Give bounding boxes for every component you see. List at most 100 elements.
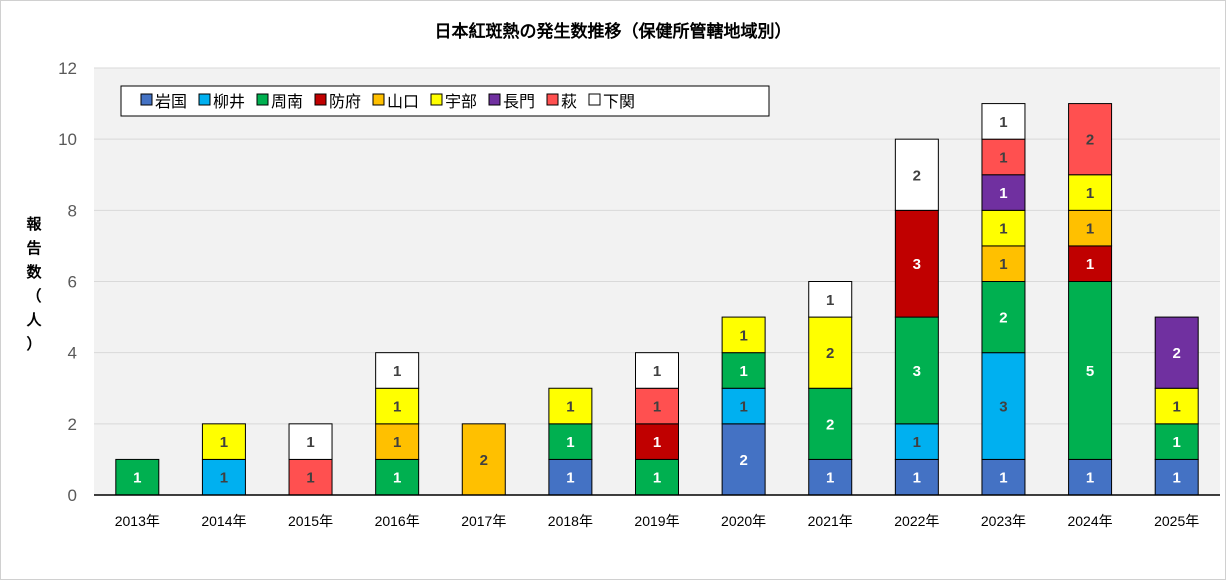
legend-swatch xyxy=(488,93,501,106)
bar-segment xyxy=(1068,281,1113,460)
data-label: 2 xyxy=(826,345,834,362)
y-axis-label-char: （ xyxy=(26,287,41,305)
bar-segment xyxy=(201,423,246,460)
bar-segment xyxy=(894,458,939,496)
legend-entry: 防府 xyxy=(329,92,361,111)
data-label: 1 xyxy=(999,185,1007,202)
legend-swatch xyxy=(372,93,385,106)
data-label: 1 xyxy=(306,434,314,451)
x-tick-label: 2023年 xyxy=(981,513,1026,529)
bar-segment xyxy=(981,103,1026,140)
data-label: 1 xyxy=(999,470,1007,487)
legend-entry: 萩 xyxy=(561,92,577,111)
legend-box xyxy=(120,85,770,117)
data-label: 1 xyxy=(999,114,1007,131)
legend-swatch xyxy=(430,93,443,106)
chart-title: 日本紅斑熱の発生数推移（保健所管轄地域別） xyxy=(435,21,792,42)
bar-segment xyxy=(1068,103,1113,176)
data-label: 1 xyxy=(826,292,834,309)
data-label: 2 xyxy=(1086,132,1094,149)
data-label: 5 xyxy=(1086,363,1094,380)
bar-segment xyxy=(894,316,939,425)
y-tick-label: 10 xyxy=(58,130,77,149)
legend: 岩国 柳井 周南 防府 山口 宇部 長門 萩 下関 xyxy=(120,85,770,117)
y-tick-label: 6 xyxy=(68,273,77,292)
legend-swatch xyxy=(140,93,153,106)
bar-segment xyxy=(635,352,679,389)
data-label: 1 xyxy=(1173,470,1181,487)
y-axis-label-char: 報 xyxy=(26,215,42,233)
bar-segment xyxy=(981,174,1026,211)
bar-segment xyxy=(1068,174,1113,211)
data-label: 1 xyxy=(653,399,661,416)
legend-swatch xyxy=(314,93,327,106)
y-axis-label: 報告数 （ 人 ） xyxy=(26,215,42,353)
data-label: 1 xyxy=(393,399,401,416)
bar-segment xyxy=(635,387,679,425)
x-tick-label: 2016年 xyxy=(375,513,420,529)
data-label: 2 xyxy=(999,310,1007,327)
data-label: 1 xyxy=(1173,434,1181,451)
x-tick-label: 2024年 xyxy=(1067,513,1112,529)
legend-entry: 宇部 xyxy=(445,92,477,111)
x-tick-label: 2015年 xyxy=(288,513,333,529)
bar-segment xyxy=(894,423,939,460)
data-label: 2 xyxy=(739,452,747,469)
legend-entry: 柳井 xyxy=(213,92,245,111)
y-tick-label: 2 xyxy=(68,415,77,434)
x-tick-label: 2020年 xyxy=(721,513,766,529)
data-label: 1 xyxy=(220,434,228,451)
data-label: 1 xyxy=(133,470,141,487)
data-label: 1 xyxy=(393,470,401,487)
legend-swatch xyxy=(198,93,211,106)
bar-segment xyxy=(1154,458,1199,496)
y-tick-label: 4 xyxy=(68,344,77,363)
bar-segment xyxy=(375,387,420,425)
x-axis-ticks: 2013年 2014年 2015年 2016年 2017年 2018年 2019年 2020年… xyxy=(115,513,1200,529)
data-label: 1 xyxy=(739,363,747,380)
legend-swatch xyxy=(588,93,601,106)
data-label: 1 xyxy=(653,434,661,451)
bar-segment xyxy=(1154,423,1199,460)
y-axis-label-char: 人 xyxy=(26,311,42,329)
bar-segment xyxy=(1154,387,1199,425)
data-label: 2 xyxy=(1173,345,1181,362)
data-label: 3 xyxy=(999,399,1007,416)
data-label: 1 xyxy=(1086,185,1094,202)
data-label: 2 xyxy=(913,167,921,184)
data-label: 3 xyxy=(913,363,921,380)
x-tick-label: 2014年 xyxy=(201,513,246,529)
bar-segment xyxy=(981,209,1026,247)
data-label: 1 xyxy=(653,363,661,380)
x-tick-label: 2025年 xyxy=(1154,513,1199,529)
x-tick-label: 2018年 xyxy=(548,513,593,529)
bars: 1 1 1 1 1 1 1 1 1 2 1 1 1 1 1 1 1 2 1 1 1 1 2 2 1 1 1 3 3 2 1 3 2 1 1 1 1 1 1 5… xyxy=(115,103,1199,496)
data-label: 1 xyxy=(306,470,314,487)
bar-segment xyxy=(288,423,333,460)
legend-entry: 岩国 xyxy=(155,92,187,111)
x-tick-label: 2013年 xyxy=(115,513,160,529)
y-axis-label-char: 告 xyxy=(26,239,41,257)
bar-segment xyxy=(808,316,853,389)
bar-segment xyxy=(635,458,679,496)
bar-segment xyxy=(981,281,1026,354)
data-label: 1 xyxy=(566,470,574,487)
bar-segment xyxy=(894,138,939,211)
y-axis-ticks: 0 2 4 6 8 10 12 xyxy=(58,59,77,505)
legend-swatch xyxy=(546,93,559,106)
bar-segment xyxy=(981,138,1026,176)
data-label: 1 xyxy=(1086,470,1094,487)
data-label: 1 xyxy=(913,470,921,487)
legend-swatch xyxy=(256,93,269,106)
y-tick-label: 8 xyxy=(68,201,77,220)
legend-entry: 山口 xyxy=(387,92,419,111)
data-label: 1 xyxy=(1086,256,1094,273)
bar-segment xyxy=(115,458,160,496)
data-label: 1 xyxy=(653,470,661,487)
bar-segment xyxy=(375,352,420,389)
bar-segment xyxy=(461,423,506,496)
data-label: 1 xyxy=(1173,399,1181,416)
x-tick-label: 2021年 xyxy=(808,513,853,529)
bar-segment xyxy=(635,423,679,460)
